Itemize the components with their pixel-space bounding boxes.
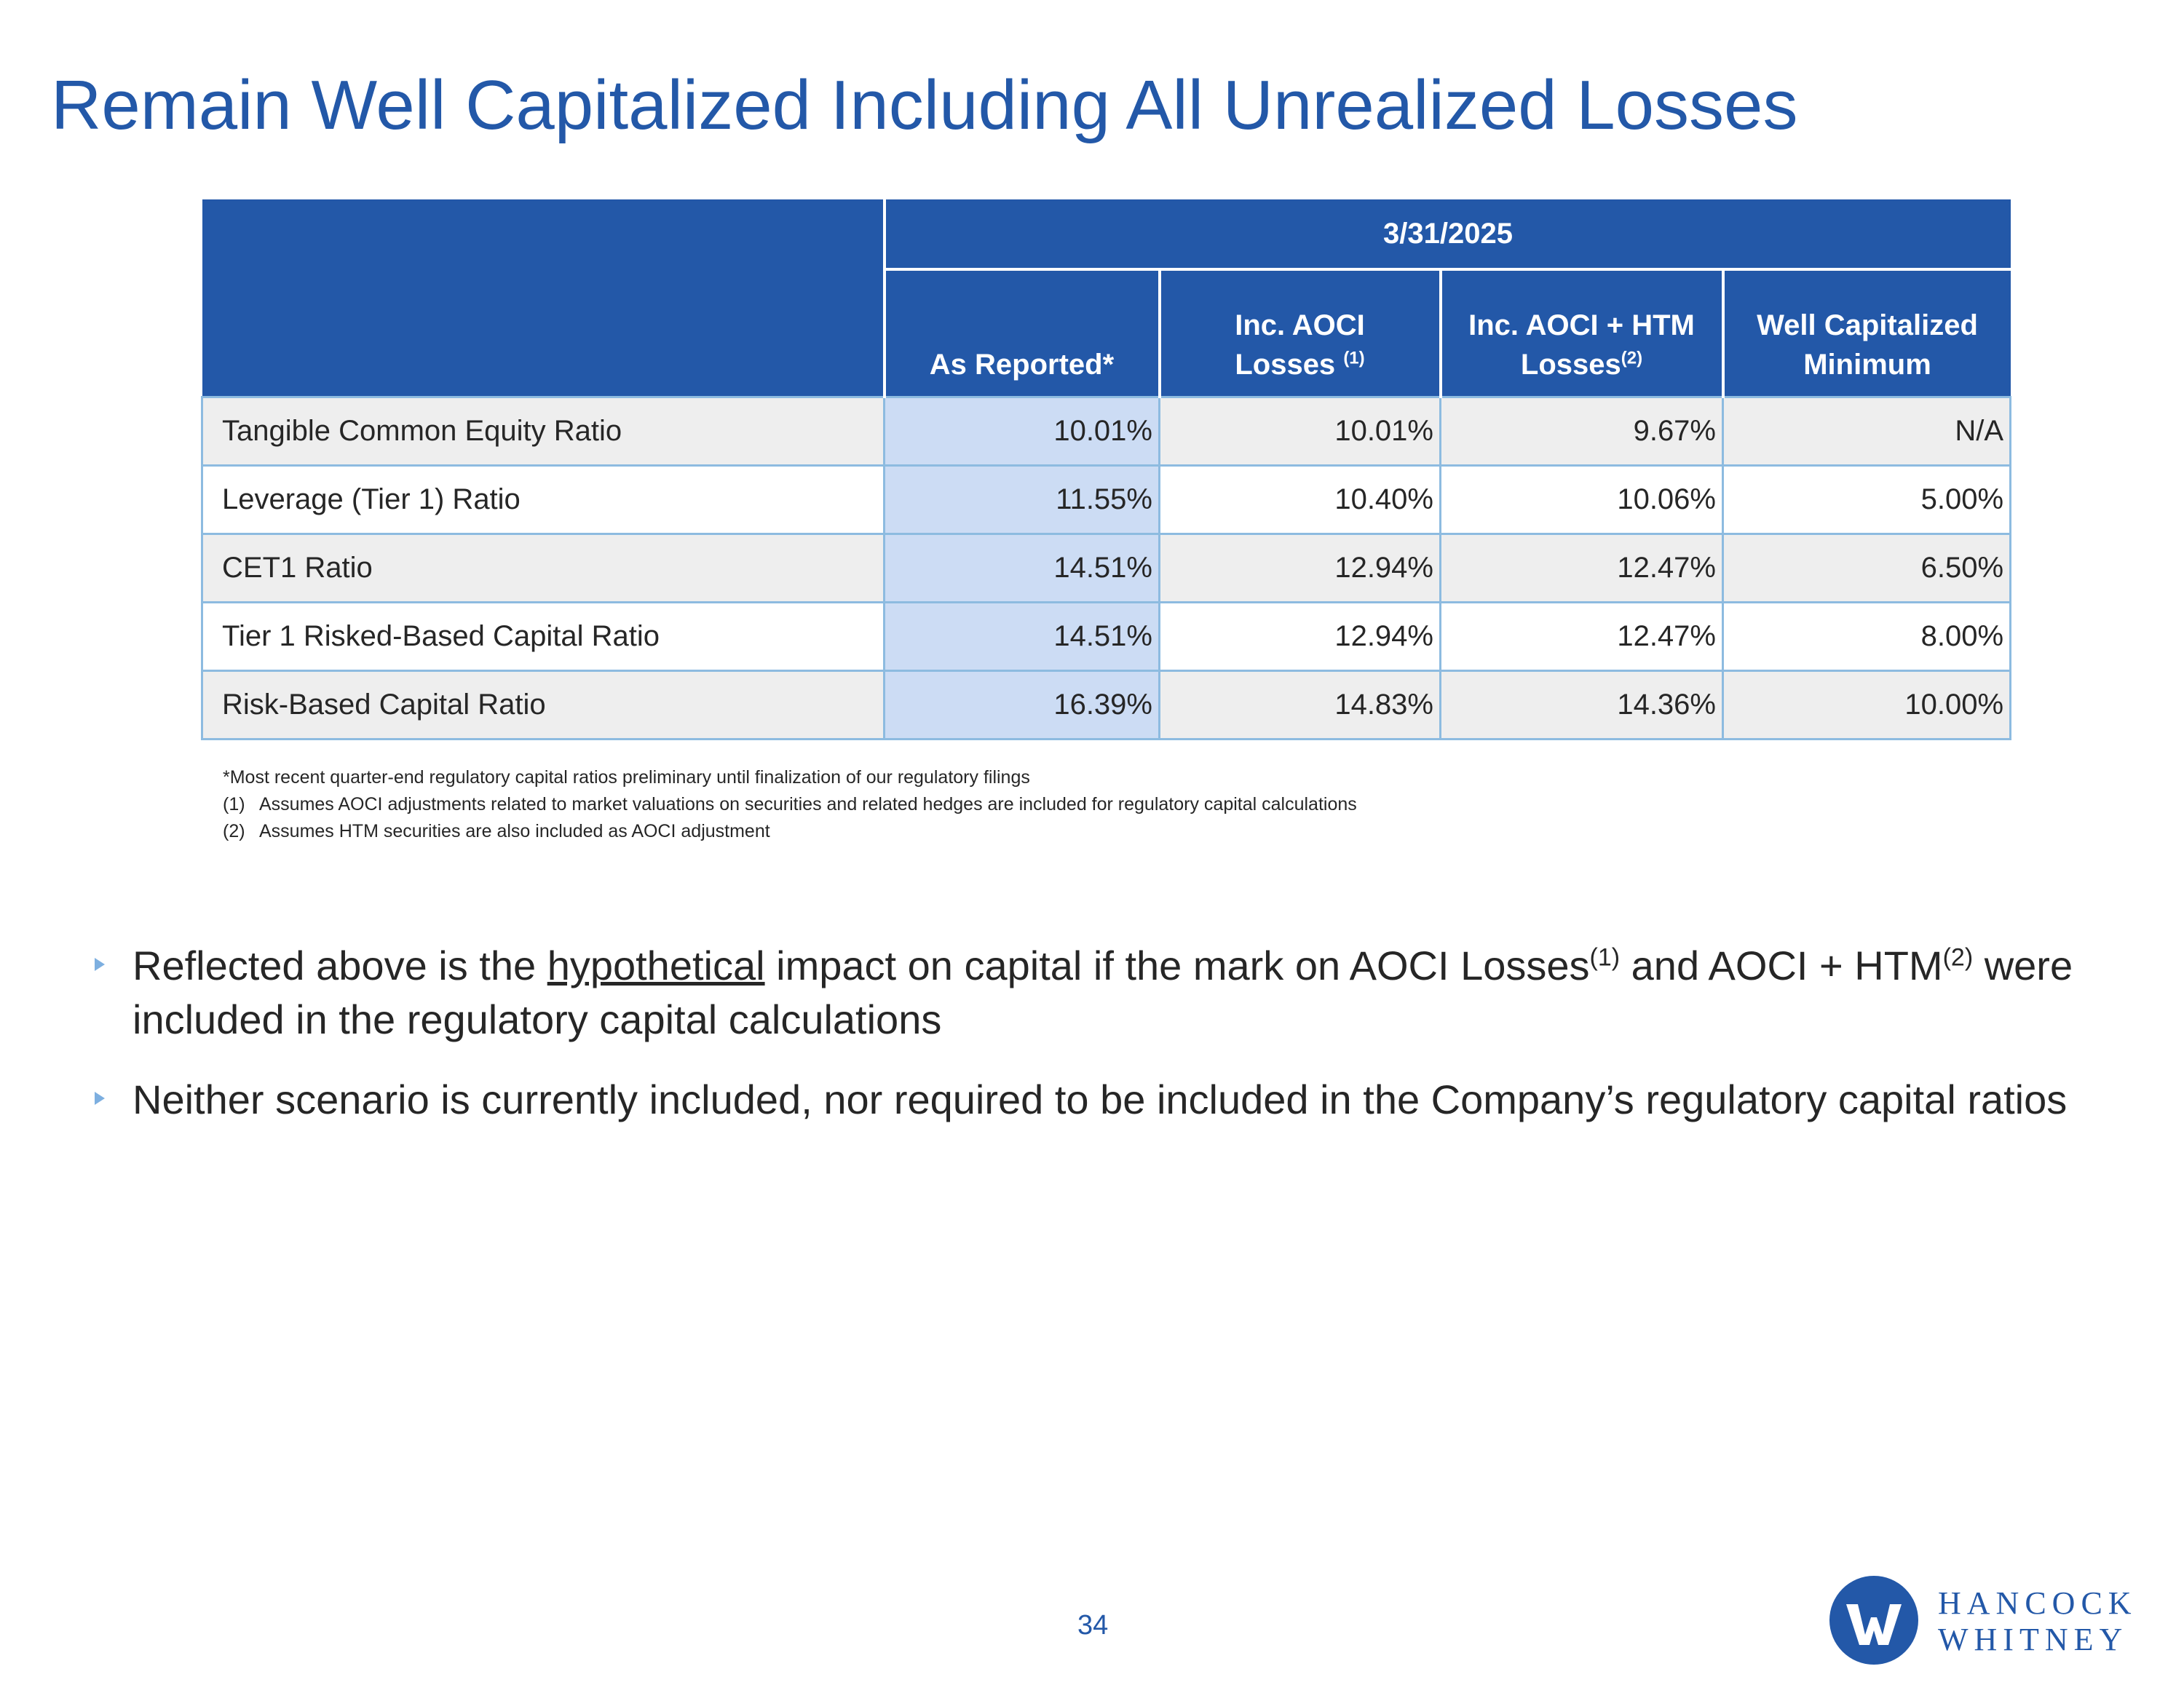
column-header-label: Well Capitalized [1757, 309, 1978, 341]
column-header-inc-aoci-htm: Inc. AOCI + HTM Losses(2) [1439, 269, 1723, 397]
logo-line-2: WHITNEY [1938, 1622, 2129, 1657]
table-row: Risk-Based Capital Ratio 16.39% 14.83% 1… [201, 670, 2012, 740]
capital-ratios-table-container: 3/31/2025 As Reported* Inc. AOCI Losses … [201, 199, 2012, 740]
column-header-label: Minimum [1803, 349, 1931, 381]
cell-well-capitalized: N/A [1721, 396, 2012, 467]
cell-inc-aoci: 10.01% [1158, 396, 1441, 467]
column-header-as-reported: As Reported* [882, 269, 1160, 397]
cell-as-reported: 16.39% [883, 670, 1160, 740]
bullet-text: Neither scenario is currently included, … [132, 1077, 2068, 1122]
cell-as-reported: 11.55% [883, 464, 1160, 535]
triangle-bullet-icon [95, 958, 105, 971]
cell-inc-aoci: 14.83% [1158, 670, 1441, 740]
bullet-text: and AOCI + HTM [1620, 943, 1943, 988]
cell-as-reported: 14.51% [883, 533, 1160, 603]
footnote-ref: (2) [1621, 348, 1643, 368]
cell-inc-aoci: 10.40% [1158, 464, 1441, 535]
row-label: Tangible Common Equity Ratio [201, 396, 885, 467]
company-logo: HANCOCK WHITNEY [1829, 1575, 2142, 1670]
footnote-number: (2) [223, 821, 245, 841]
row-label: Leverage (Tier 1) Ratio [201, 464, 885, 535]
logo-wordmark: HANCOCK WHITNEY [1938, 1585, 2137, 1658]
footnotes: *Most recent quarter-end regulatory capi… [223, 764, 1357, 845]
footnote-ref: (1) [1589, 943, 1621, 972]
table-header-date: 3/31/2025 [882, 199, 2011, 271]
cell-as-reported: 10.01% [883, 396, 1160, 467]
table-header-blank-cell [202, 199, 885, 397]
table-row: Leverage (Tier 1) Ratio 11.55% 10.40% 10… [201, 464, 2012, 535]
page-title: Remain Well Capitalized Including All Un… [51, 66, 1798, 144]
bullet-item: Reflected above is the hypothetical impa… [95, 939, 2075, 1047]
cell-well-capitalized: 6.50% [1721, 533, 2012, 603]
cell-inc-aoci: 12.94% [1158, 601, 1441, 672]
bullet-text: were included in the regulatory capital … [132, 943, 2073, 1042]
page-number: 34 [1077, 1610, 1109, 1641]
column-header-label: Losses [1520, 349, 1621, 381]
capital-ratios-table: 3/31/2025 As Reported* Inc. AOCI Losses … [201, 199, 2012, 740]
cell-well-capitalized: 8.00% [1721, 601, 2012, 672]
bullet-text: Reflected above is the [132, 943, 547, 988]
column-header-well-capitalized: Well Capitalized Minimum [1721, 269, 2011, 397]
row-label: Risk-Based Capital Ratio [201, 670, 885, 740]
footnote-1: (1) Assumes AOCI adjustments related to m… [223, 791, 1357, 818]
footnote-text: Assumes AOCI adjustments related to mark… [259, 794, 1357, 814]
bullet-item: Neither scenario is currently included, … [95, 1073, 2075, 1127]
hancock-whitney-logo-icon [1829, 1576, 1918, 1665]
triangle-bullet-icon [95, 1092, 105, 1105]
footnote-number: (1) [223, 794, 245, 814]
column-header-inc-aoci: Inc. AOCI Losses (1) [1158, 269, 1441, 397]
cell-inc-aoci-htm: 12.47% [1439, 601, 1724, 672]
cell-inc-aoci-htm: 10.06% [1439, 464, 1724, 535]
logo-line-1: HANCOCK [1938, 1585, 2137, 1621]
bullet-text: impact on capital if the mark on AOCI Lo… [764, 943, 1590, 988]
column-header-label: As Reported* [929, 349, 1115, 381]
footnote-star: *Most recent quarter-end regulatory capi… [223, 767, 1030, 788]
cell-well-capitalized: 10.00% [1721, 670, 2012, 740]
footnote-2: (2) Assumes HTM securities are also inclu… [223, 818, 1357, 845]
cell-as-reported: 14.51% [883, 601, 1160, 672]
column-header-label: Losses [1235, 349, 1336, 381]
footnote-ref: (1) [1343, 348, 1365, 368]
cell-inc-aoci: 12.94% [1158, 533, 1441, 603]
footnote-text: Assumes HTM securities are also included… [259, 821, 770, 841]
bullet-text-underlined: hypothetical [547, 943, 765, 988]
table-header-date-row: 3/31/2025 [202, 199, 2011, 397]
footnote-ref: (2) [1942, 943, 1974, 972]
bullet-list: Reflected above is the hypothetical impa… [95, 939, 2075, 1153]
cell-well-capitalized: 5.00% [1721, 464, 2012, 535]
table-row: Tangible Common Equity Ratio 10.01% 10.0… [201, 396, 2012, 467]
column-header-label: Inc. AOCI + HTM [1468, 309, 1695, 341]
cell-inc-aoci-htm: 12.47% [1439, 533, 1724, 603]
table-row: Tier 1 Risked-Based Capital Ratio 14.51%… [201, 601, 2012, 672]
table-row: CET1 Ratio 14.51% 12.94% 12.47% 6.50% [201, 533, 2012, 603]
table-header-columns-row: As Reported* Inc. AOCI Losses (1) Inc. A… [202, 269, 2011, 397]
cell-inc-aoci-htm: 14.36% [1439, 670, 1724, 740]
cell-inc-aoci-htm: 9.67% [1439, 396, 1724, 467]
row-label: CET1 Ratio [201, 533, 885, 603]
row-label: Tier 1 Risked-Based Capital Ratio [201, 601, 885, 672]
column-header-label: Inc. AOCI [1235, 309, 1365, 341]
